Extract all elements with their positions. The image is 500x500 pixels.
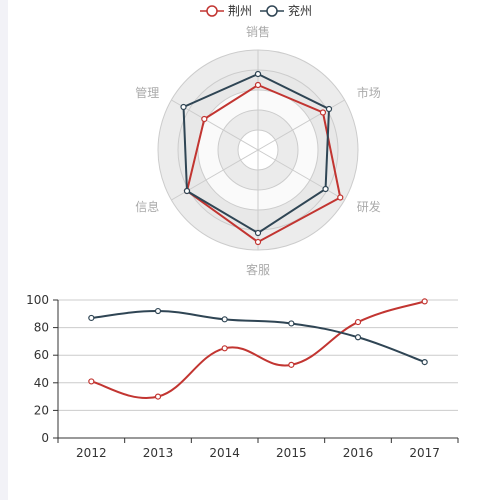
radar-point[interactable] (254, 229, 262, 237)
line-point[interactable] (288, 361, 295, 368)
radar-indicator-label: 市场 (357, 85, 381, 100)
radar-point[interactable] (337, 194, 344, 201)
legend-label: 荆州 (228, 4, 252, 18)
line-point[interactable] (221, 345, 228, 352)
radar-indicator-label: 研发 (357, 199, 381, 214)
radar-point[interactable] (325, 105, 333, 113)
line-point[interactable] (154, 307, 162, 315)
radar-point[interactable] (183, 187, 191, 195)
radar-point[interactable] (319, 109, 327, 116)
line-point[interactable] (88, 378, 95, 385)
y-tick-label: 100 (26, 293, 49, 307)
line-series[interactable] (91, 300, 425, 399)
legend: 荆州 兖州 (200, 3, 312, 18)
x-tick-label: 2017 (409, 446, 440, 460)
radar-point[interactable] (254, 70, 262, 78)
legend-circle-icon (206, 5, 218, 17)
legend-item-0[interactable]: 荆州 (200, 4, 252, 18)
x-tick-label: 2014 (209, 446, 240, 460)
y-tick-label: 60 (34, 348, 49, 362)
line-point[interactable] (88, 314, 95, 322)
left-edge-strip (0, 0, 8, 500)
x-tick-label: 2015 (276, 446, 307, 460)
radar-indicator-label: 客服 (246, 262, 270, 277)
y-tick-label: 40 (34, 376, 49, 390)
radar-indicator-label: 信息 (135, 199, 159, 214)
radar-point[interactable] (254, 81, 262, 89)
radar-point[interactable] (322, 185, 329, 193)
radar-indicator-label: 销售 (246, 24, 270, 39)
radar-indicator-label: 管理 (135, 85, 159, 100)
y-tick-label: 20 (34, 403, 49, 417)
line-chart: 0 20 40 60 80 100 2012 2013 2014 2015 2016 2017 (26, 293, 459, 460)
legend-circle-icon (266, 5, 278, 17)
radar-point[interactable] (201, 115, 208, 123)
line-point[interactable] (154, 393, 162, 400)
radar-axis-line (257, 149, 345, 201)
y-tick-label: 0 (41, 431, 49, 445)
line-point[interactable] (221, 316, 228, 323)
legend-item-1[interactable]: 兖州 (260, 3, 312, 18)
line-point[interactable] (288, 320, 295, 327)
line-point[interactable] (421, 359, 428, 366)
radar-point[interactable] (180, 103, 187, 111)
line-series[interactable] (91, 310, 426, 364)
line-point[interactable] (354, 334, 362, 341)
line-point[interactable] (421, 298, 428, 305)
line-point[interactable] (354, 318, 362, 326)
radar-point[interactable] (254, 238, 262, 246)
x-tick-label: 2013 (143, 446, 174, 460)
legend-label: 兖州 (288, 3, 312, 18)
x-tick-label: 2016 (343, 446, 374, 460)
y-tick-label: 80 (34, 321, 49, 335)
x-tick-label: 2012 (76, 446, 107, 460)
